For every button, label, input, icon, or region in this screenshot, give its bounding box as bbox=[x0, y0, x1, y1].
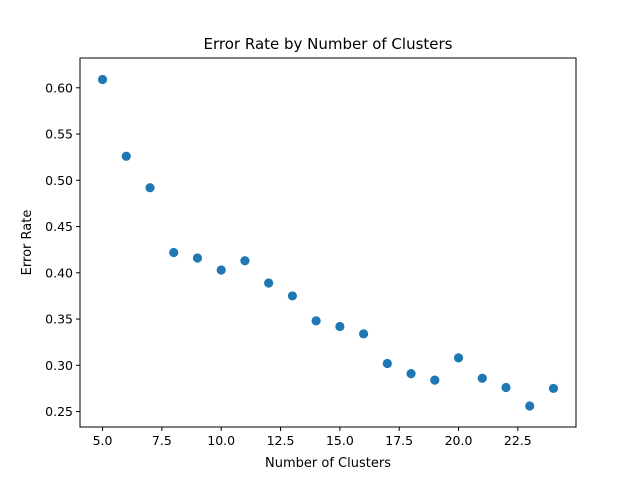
x-tick-label: 5.0 bbox=[93, 433, 113, 448]
data-point bbox=[287, 291, 298, 301]
data-point bbox=[216, 265, 226, 275]
data-points bbox=[97, 74, 559, 411]
y-axis-label: Error Rate bbox=[20, 210, 35, 276]
x-tick-label: 7.5 bbox=[152, 433, 172, 448]
data-point bbox=[169, 247, 179, 258]
chart-title: Error Rate by Number of Clusters bbox=[204, 35, 453, 53]
data-point bbox=[97, 74, 108, 85]
data-point bbox=[453, 353, 464, 363]
data-point bbox=[121, 151, 131, 161]
y-tick-label: 0.35 bbox=[45, 312, 73, 327]
data-point bbox=[335, 321, 345, 332]
plot-frame bbox=[79, 57, 577, 428]
y-tick-label: 0.50 bbox=[45, 173, 73, 188]
y-tick-label: 0.55 bbox=[45, 127, 73, 142]
y-tick-label: 0.25 bbox=[45, 404, 73, 419]
data-point bbox=[501, 382, 511, 393]
x-tick-label: 17.5 bbox=[385, 433, 413, 448]
x-axis-ticks: 5.0 7.5 10.0 12.5 15.0 17.5 20.0 22.5 bbox=[93, 427, 532, 448]
data-point bbox=[358, 329, 369, 339]
x-tick-label: 10.0 bbox=[207, 433, 235, 448]
x-tick-label: 22.5 bbox=[504, 433, 532, 448]
data-point bbox=[240, 256, 250, 266]
data-point bbox=[192, 253, 203, 263]
x-tick-label: 15.0 bbox=[326, 433, 354, 448]
y-tick-label: 0.60 bbox=[45, 80, 73, 95]
data-point bbox=[264, 278, 274, 288]
data-point bbox=[382, 358, 392, 369]
y-tick-label: 0.45 bbox=[45, 219, 73, 234]
x-tick-label: 12.5 bbox=[267, 433, 295, 448]
data-point bbox=[311, 316, 321, 326]
y-tick-label: 0.40 bbox=[45, 265, 73, 280]
y-axis-ticks: 0.25 0.30 0.35 0.40 0.45 0.50 0.55 0.60 bbox=[45, 80, 80, 419]
data-point bbox=[430, 375, 440, 385]
x-tick-label: 20.0 bbox=[445, 433, 473, 448]
y-tick-label: 0.30 bbox=[45, 358, 73, 373]
data-point bbox=[406, 369, 416, 379]
data-point bbox=[548, 383, 559, 394]
data-point bbox=[525, 401, 535, 411]
x-axis-label: Number of Clusters bbox=[265, 456, 391, 471]
data-point bbox=[477, 373, 487, 383]
data-point bbox=[145, 183, 155, 193]
